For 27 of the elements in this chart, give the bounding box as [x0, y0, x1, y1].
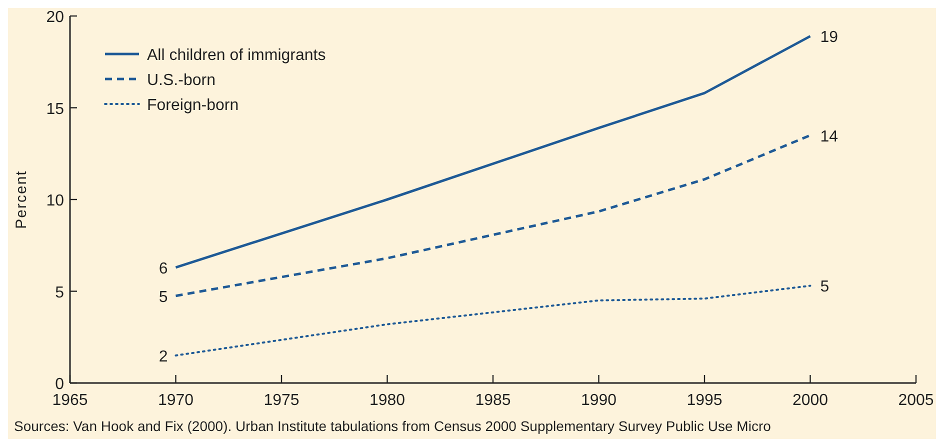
y-tick-label: 20: [46, 9, 64, 26]
data-label: 2: [158, 348, 168, 366]
legend-label: All children of immigrants: [147, 47, 326, 64]
x-tick-label: 1970: [158, 392, 194, 409]
x-tick-label: 2000: [792, 392, 828, 409]
y-tick-label: 0: [55, 376, 64, 393]
x-tick-label: 1985: [475, 392, 511, 409]
y-tick-label: 10: [46, 192, 64, 210]
line-series: [174, 134, 812, 298]
source-note: Sources: Van Hook and Fix (2000). Urban Institute tabulations from Census 2000 Supplementary Survey Public Use Micro: [14, 418, 772, 434]
x-tick-label: 1965: [52, 392, 88, 409]
data-label: 5: [158, 288, 168, 306]
x-tick-label: 1975: [264, 392, 300, 409]
x-tick-label: 1995: [686, 392, 722, 409]
x-tick-label: 1990: [580, 392, 617, 409]
x-tick-label: 1980: [369, 392, 406, 409]
data-label: 5: [820, 278, 830, 296]
y-tick-label: 15: [46, 100, 64, 118]
data-label: 19: [820, 29, 838, 46]
data-label: 14: [820, 128, 838, 146]
x-tick-label: 2005: [898, 392, 934, 409]
line-series: [174, 284, 812, 356]
legend-label: U.S.-born: [147, 72, 216, 89]
legend-label: Foreign-born: [147, 97, 239, 114]
y-tick-label: 5: [55, 284, 64, 302]
y-axis-title: Percent: [13, 170, 30, 229]
data-label: 6: [158, 260, 168, 278]
